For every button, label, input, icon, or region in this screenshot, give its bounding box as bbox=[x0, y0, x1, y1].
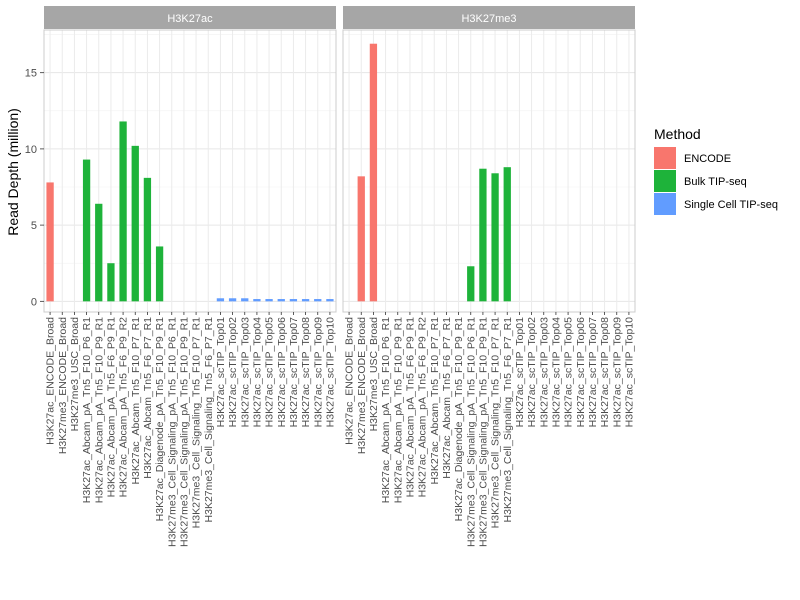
facet-strip bbox=[44, 6, 336, 29]
legend-swatch bbox=[654, 147, 676, 169]
x-tick-label: H3K27ac_Abcam_pA_Tn5_F6_P9_R1 bbox=[105, 317, 117, 498]
x-tick-label: H3K27ac_scTIP_Top05 bbox=[264, 317, 276, 427]
bar bbox=[314, 299, 322, 302]
bar bbox=[46, 182, 54, 302]
bar bbox=[155, 246, 164, 302]
x-tick-label: H3K27ac_scTIP_Top10 bbox=[324, 317, 336, 427]
bar bbox=[143, 177, 152, 302]
x-tick-label: H3K27ac_Abcam_Tn5_F6_P7_R1 bbox=[441, 317, 453, 479]
x-tick-label: H3K27ac_Abcam_Tn5_F6_P7_R1 bbox=[142, 317, 154, 479]
panel-background bbox=[342, 29, 636, 313]
legend-label: Bulk TIP-seq bbox=[684, 176, 747, 188]
bar bbox=[369, 43, 378, 302]
x-tick-label: H3K27ac_scTIP_Top10 bbox=[623, 317, 635, 427]
bar bbox=[241, 298, 249, 302]
x-tick-label: H3K27ac_scTIP_Top03 bbox=[239, 317, 251, 427]
bar bbox=[253, 299, 261, 302]
x-tick-label: H3K27me3_ENCODE_Broad bbox=[356, 317, 368, 454]
y-tick-label: 5 bbox=[31, 220, 37, 232]
panel-h3k27ac: H3K27ac H3K27ac_ENCODE_Broad H3K27me3_ENCO… bbox=[43, 6, 337, 547]
x-tick-label: H3K27ac_scTIP_Top05 bbox=[563, 317, 575, 427]
bar bbox=[289, 299, 298, 302]
x-tick-label: H3K27ac_Abcam_pA_Tn5_F6_P9_R2 bbox=[118, 317, 130, 498]
bar bbox=[119, 121, 127, 302]
x-tick-label: H3K27ac_Diagenode_pA_Tn5_F10_P9_R1 bbox=[154, 317, 166, 521]
bar bbox=[265, 299, 273, 302]
x-tick-label: H3K27ac_Diagenode_pA_Tn5_F10_P9_R1 bbox=[453, 317, 465, 521]
panel-border bbox=[342, 29, 636, 313]
y-tick-label: 0 bbox=[31, 296, 37, 308]
x-tick-label: H3K27ac_scTIP_Top04 bbox=[550, 317, 562, 427]
x-tick-label: H3K27ac_Abcam_pA_Tn5_F10_P6_R1 bbox=[380, 317, 392, 503]
x-tick-label: H3K27ac_scTIP_Top08 bbox=[300, 317, 312, 427]
x-tick-label: H3K27ac_Abcam_Tn5_F10_P7_R1 bbox=[429, 317, 441, 485]
x-tick-label: H3K27me3_Cell_Signaling_Tn5_F10_P7_R1 bbox=[490, 317, 502, 528]
panel-h3k27me3: H3K27me3 H3K27ac_ENCODE_Broad H3K27me3_ENC… bbox=[342, 6, 636, 547]
y-axis: 0 5 10 15 bbox=[25, 68, 44, 308]
legend-title: Method bbox=[654, 126, 701, 142]
legend-label: ENCODE bbox=[684, 153, 731, 165]
x-tick-label: H3K27me3_USC_Broad bbox=[368, 317, 380, 432]
x-tick-label: H3K27ac_scTIP_Top01 bbox=[215, 317, 227, 427]
x-tick-label: H3K27ac_Abcam_pA_Tn5_F10_P9_R1 bbox=[392, 317, 404, 503]
x-tick-label: H3K27ac_ENCODE_Broad bbox=[45, 317, 57, 445]
x-tick-label: H3K27ac_scTIP_Top07 bbox=[288, 317, 300, 427]
x-tick-label: H3K27ac_scTIP_Top08 bbox=[599, 317, 611, 427]
bar bbox=[131, 145, 139, 302]
x-tick-label: H3K27ac_scTIP_Top09 bbox=[611, 317, 623, 427]
facet-title: H3K27me3 bbox=[461, 13, 516, 25]
x-tick-label: H3K27me3_Cell_Signaling_Tn5_F6_P7_R1 bbox=[203, 317, 215, 523]
legend-swatch bbox=[654, 170, 676, 192]
bar bbox=[503, 167, 511, 302]
facet-title: H3K27ac bbox=[167, 13, 213, 25]
y-tick-label: 10 bbox=[25, 144, 37, 156]
legend: Method ENCODE Bulk TIP-seq Single Cell TIP-… bbox=[654, 126, 778, 215]
bar bbox=[491, 173, 499, 302]
facet-strip bbox=[343, 6, 635, 29]
x-tick-label: H3K27me3_ENCODE_Broad bbox=[57, 317, 69, 454]
x-tick-label: H3K27ac_Abcam_pA_Tn5_F10_P9_R1 bbox=[93, 317, 105, 503]
x-tick-label: H3K27ac_Abcam_pA_Tn5_F10_P6_R1 bbox=[81, 317, 93, 503]
bar bbox=[107, 263, 115, 302]
x-tick-label: H3K27ac_scTIP_Top06 bbox=[276, 317, 288, 427]
bar bbox=[357, 176, 365, 302]
x-tick-label: H3K27ac_ENCODE_Broad bbox=[344, 317, 356, 445]
bar bbox=[277, 299, 285, 302]
bar bbox=[95, 203, 103, 302]
bar bbox=[467, 266, 475, 302]
x-tick-label: H3K27ac_Abcam_pA_Tn5_F6_P9_R2 bbox=[417, 317, 429, 498]
legend-swatch bbox=[654, 193, 676, 215]
legend-label: Single Cell TIP-seq bbox=[684, 199, 778, 211]
bar bbox=[301, 299, 310, 302]
x-tick-label: H3K27me3_Cell_Signaling_Tn5_F6_P7_R1 bbox=[502, 317, 514, 523]
x-tick-label: H3K27ac_scTIP_Top02 bbox=[227, 317, 239, 427]
x-tick-label: H3K27ac_scTIP_Top03 bbox=[538, 317, 550, 427]
x-tick-label: H3K27ac_Abcam_Tn5_F10_P7_R1 bbox=[130, 317, 142, 485]
x-tick-label: H3K27ac_scTIP_Top04 bbox=[251, 317, 263, 427]
bar bbox=[326, 299, 334, 302]
x-tick-label: H3K27ac_scTIP_Top01 bbox=[514, 317, 526, 427]
bar bbox=[479, 168, 487, 302]
panel-background bbox=[43, 29, 337, 313]
x-tick-label: H3K27me3_Cell_Signaling_pA_Tn5_F10_P9_R1 bbox=[477, 317, 489, 547]
x-tick-label: H3K27me3_Cell_Signaling_Tn5_F10_P7_R1 bbox=[191, 317, 203, 528]
x-tick-label: H3K27ac_scTIP_Top06 bbox=[575, 317, 587, 427]
bar bbox=[216, 298, 225, 302]
bar bbox=[228, 298, 237, 302]
x-tick-label: H3K27ac_scTIP_Top07 bbox=[587, 317, 599, 427]
x-tick-label: H3K27me3_Cell_Signaling_pA_Tn5_F10_P6_R1 bbox=[465, 317, 477, 547]
y-tick-label: 15 bbox=[25, 68, 37, 80]
x-tick-label: H3K27ac_Abcam_pA_Tn5_F6_P9_R1 bbox=[404, 317, 416, 498]
x-tick-label: H3K27me3_Cell_Signaling_pA_Tn5_F10_P6_R1 bbox=[166, 317, 178, 547]
x-tick-label: H3K27me3_Cell_Signaling_pA_Tn5_F10_P9_R1 bbox=[178, 317, 190, 547]
panel-border bbox=[43, 29, 337, 313]
x-tick-label: H3K27ac_scTIP_Top02 bbox=[526, 317, 538, 427]
bar bbox=[82, 159, 91, 302]
x-tick-label: H3K27me3_USC_Broad bbox=[69, 317, 81, 432]
y-axis-title: Read Depth (million) bbox=[5, 108, 21, 236]
x-tick-label: H3K27ac_scTIP_Top09 bbox=[312, 317, 324, 427]
